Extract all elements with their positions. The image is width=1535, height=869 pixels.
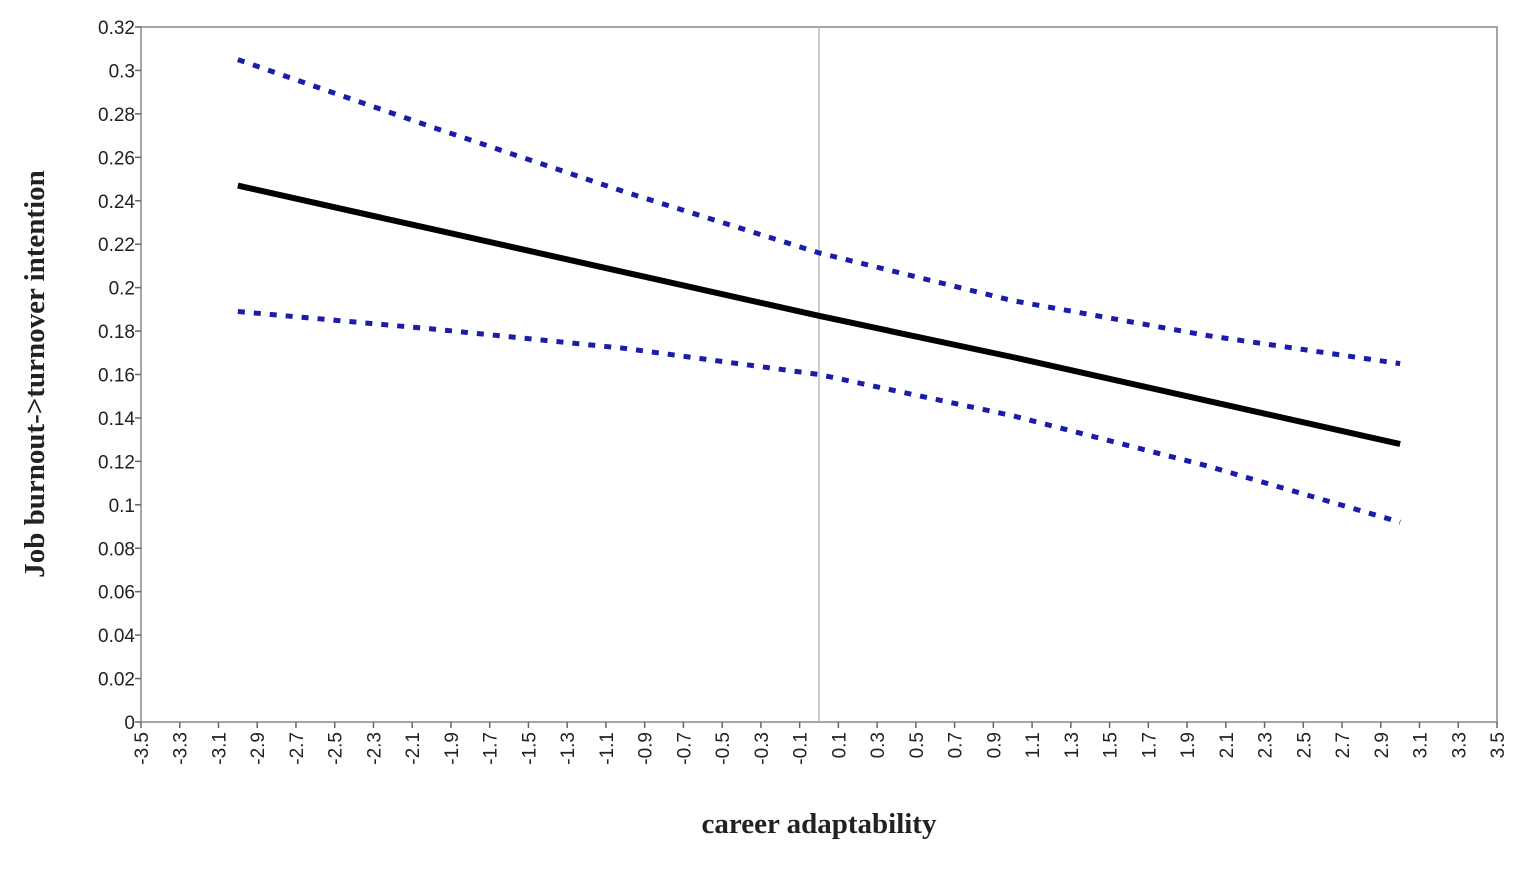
x-tick-label: -2.7 <box>287 732 308 765</box>
x-tick-label: -1.1 <box>597 732 618 765</box>
x-tick-label: -0.7 <box>674 732 695 765</box>
y-tick-label: 0.24 <box>98 192 135 213</box>
x-tick-label: 3.5 <box>1488 732 1509 758</box>
y-tick-label: 0.26 <box>98 148 135 169</box>
y-tick-label: 0.06 <box>98 583 135 604</box>
x-tick-label: -2.9 <box>248 732 269 765</box>
x-tick-label: 1.3 <box>1062 732 1083 758</box>
x-tick-label: -2.3 <box>364 732 385 765</box>
x-tick-label: -3.5 <box>132 732 153 765</box>
y-tick-label: 0.18 <box>98 322 135 343</box>
x-tick-label: -1.7 <box>481 732 502 765</box>
y-tick-label: 0.08 <box>98 539 135 560</box>
y-tick-label: 0.32 <box>98 18 135 39</box>
x-tick-label: -0.5 <box>713 732 734 765</box>
y-tick-label: 0.28 <box>98 105 135 126</box>
x-tick-label: 2.9 <box>1372 732 1393 758</box>
x-tick-label: 1.7 <box>1139 732 1160 758</box>
y-tick-label: 0.12 <box>98 452 135 473</box>
x-tick-label: -3.1 <box>209 732 230 765</box>
x-tick-label: 0.1 <box>829 732 850 758</box>
x-tick-label: -1.5 <box>519 732 540 765</box>
x-tick-label: 0.9 <box>984 732 1005 758</box>
y-tick-label: 0.2 <box>109 279 135 300</box>
x-tick-label: -2.1 <box>403 732 424 765</box>
y-axis-title: Job burnout->turnover intention <box>19 170 51 578</box>
y-tick-label: 0.04 <box>98 626 135 647</box>
x-tick-label: -0.9 <box>636 732 657 765</box>
y-tick-label: 0.02 <box>98 670 135 691</box>
line-series <box>237 182 1401 447</box>
x-tick-label: -1.3 <box>558 732 579 765</box>
x-tick-label: 1.9 <box>1178 732 1199 758</box>
line-series <box>237 309 1401 525</box>
y-tick-label: 0.16 <box>98 366 135 387</box>
y-tick-label: 0.3 <box>109 61 135 82</box>
x-tick-label: -0.3 <box>752 732 773 765</box>
x-tick-label: 1.1 <box>1023 732 1044 758</box>
x-tick-label: 0.3 <box>868 732 889 758</box>
x-tick-label: 2.7 <box>1333 732 1354 758</box>
x-tick-label: 2.3 <box>1256 732 1277 758</box>
x-tick-label: -1.9 <box>442 732 463 765</box>
x-tick-label: 0.5 <box>907 732 928 758</box>
x-tick-label: 0.7 <box>946 732 967 758</box>
line-series <box>237 57 1401 367</box>
x-tick-label: 3.1 <box>1411 732 1432 758</box>
y-tick-label: 0.14 <box>98 409 135 430</box>
x-tick-label: -3.3 <box>171 732 192 765</box>
x-axis-title: career adaptability <box>702 808 937 840</box>
x-tick-label: -0.1 <box>791 732 812 765</box>
x-tick-label: 2.5 <box>1294 732 1315 758</box>
x-tick-label: 1.5 <box>1101 732 1122 758</box>
x-tick-label: -2.5 <box>326 732 347 765</box>
y-tick-label: 0.1 <box>109 496 135 517</box>
y-tick-label: 0 <box>124 713 135 734</box>
y-tick-label: 0.22 <box>98 235 135 256</box>
x-tick-label: 2.1 <box>1217 732 1238 758</box>
x-tick-label: 3.3 <box>1449 732 1470 758</box>
